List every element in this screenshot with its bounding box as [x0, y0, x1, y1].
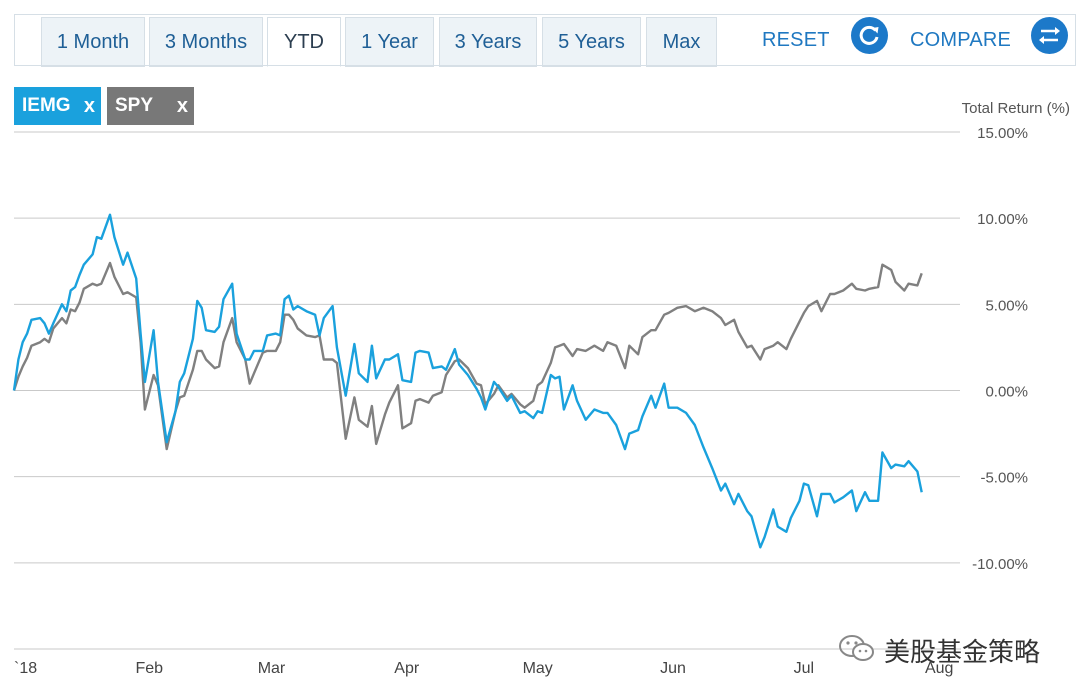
y-tick-label: 10.00% — [977, 211, 1028, 228]
series-line-spy — [12, 261, 923, 451]
y-tick-label: 5.00% — [985, 297, 1028, 314]
y-axis-title: Total Return (%) — [961, 100, 1070, 117]
x-tick-label: Feb — [135, 660, 163, 677]
y-tick-label: -5.00% — [980, 470, 1028, 487]
compare-button[interactable]: COMPARE — [910, 29, 1012, 51]
y-tick-label: 15.00% — [977, 125, 1028, 142]
tab-1-year[interactable]: 1 Year — [345, 17, 434, 67]
tab-1-month[interactable]: 1 Month — [41, 17, 145, 67]
tab-ytd[interactable]: YTD — [267, 17, 341, 67]
series-line-iemg — [12, 213, 923, 549]
watermark-text: 美股基金策略 — [884, 638, 1041, 668]
x-tick-label: Jun — [660, 660, 686, 677]
y-tick-label: -10.00% — [972, 556, 1028, 573]
range-toolbar: 1 Month 3 Months YTD 1 Year 3 Years 5 Ye… — [14, 14, 1076, 67]
x-tick-label: `18 — [14, 660, 37, 677]
reset-button[interactable]: RESET — [762, 29, 830, 51]
x-tick-label: May — [523, 660, 553, 677]
chip-iemg-remove[interactable]: x — [83, 95, 95, 117]
tab-5-years[interactable]: 5 Years — [542, 17, 641, 67]
chip-iemg: IEMG x — [14, 87, 101, 125]
tab-3-months[interactable]: 3 Months — [149, 17, 263, 67]
x-tick-label: Aug — [925, 660, 953, 677]
chip-iemg-label: IEMG — [22, 95, 71, 116]
y-tick-label: 0.00% — [985, 384, 1028, 401]
x-tick-label: Jul — [794, 660, 814, 677]
reset-icon[interactable] — [851, 17, 888, 54]
tab-3-years[interactable]: 3 Years — [439, 17, 537, 67]
x-tick-label: Apr — [394, 660, 420, 677]
tab-max[interactable]: Max — [646, 17, 717, 67]
wechat-icon — [839, 635, 874, 661]
compare-icon[interactable] — [1031, 17, 1068, 54]
chip-spy-remove[interactable]: x — [176, 95, 188, 117]
toolbar-divider — [14, 65, 1076, 66]
chip-spy: SPY x — [107, 87, 194, 125]
x-tick-label: Mar — [258, 660, 286, 677]
chip-spy-label: SPY — [115, 95, 154, 116]
